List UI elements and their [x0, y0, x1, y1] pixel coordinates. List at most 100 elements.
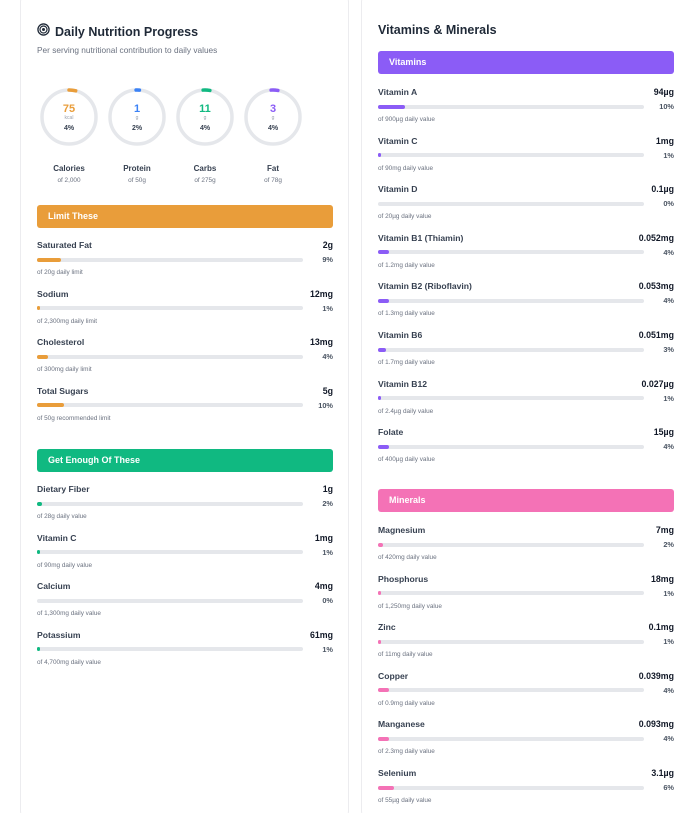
ring-target: of 50g	[128, 177, 146, 184]
nutrient-amount: 0.052mg	[638, 232, 674, 243]
panel-title-row: Daily Nutrition Progress	[37, 23, 198, 41]
nutrient-percent: 1%	[322, 303, 333, 313]
nutrient-daily-note: of 1.7mg daily value	[378, 359, 435, 366]
nutrient-row: Selenium 3.1µg 6% of 55µg daily value	[378, 768, 674, 804]
progress-fill	[37, 354, 48, 359]
progress-track	[378, 444, 644, 449]
nutrient-name: Vitamin C	[378, 135, 418, 146]
panel-title-row: Vitamins & Minerals	[378, 23, 497, 37]
target-icon	[37, 23, 50, 41]
nutrient-row: Vitamin B2 (Riboflavin) 0.053mg 4% of 1.…	[378, 281, 674, 317]
nutrient-amount: 4mg	[314, 581, 333, 592]
nutrient-row: Vitamin B1 (Thiamin) 0.052mg 4% of 1.2mg…	[378, 233, 674, 269]
nutrient-daily-note: of 900µg daily value	[378, 116, 435, 123]
ring-label: Calories	[53, 164, 85, 173]
nutrient-percent: 4%	[663, 296, 674, 306]
ring-value: 11	[199, 102, 211, 115]
nutrient-amount: 12mg	[310, 288, 333, 299]
nutrient-daily-note: of 90mg daily value	[37, 561, 93, 569]
progress-track	[378, 591, 644, 596]
progress-fill	[37, 306, 40, 311]
nutrient-row: Vitamin A 94µg 10% of 900µg daily value	[378, 87, 674, 123]
nutrient-daily-note: of 2.4µg daily value	[378, 407, 434, 415]
nutrient-amount: 0.051mg	[638, 330, 674, 340]
progress-track	[37, 354, 303, 359]
nutrient-row: Vitamin C 1mg 1% of 90mg daily value	[37, 533, 333, 569]
nutrient-amount: 61mg	[310, 629, 333, 640]
nutrient-name: Manganese	[378, 719, 425, 730]
nutrient-name: Vitamin B12	[378, 378, 428, 389]
nutrient-amount: 1mg	[314, 532, 333, 543]
nutrient-amount: 0.027µg	[641, 378, 674, 389]
ring-target: of 2,000	[57, 177, 81, 184]
nutrient-amount: 0.053mg	[638, 281, 674, 292]
progress-fill	[37, 550, 40, 555]
nutrient-name: Potassium	[37, 629, 81, 640]
nutrient-percent: 1%	[322, 547, 333, 557]
nutrient-name: Vitamin B1 (Thiamin)	[378, 232, 464, 243]
nutrient-percent: 2%	[663, 540, 674, 549]
nutrient-row: Copper 0.039mg 4% of 0.9mg daily value	[378, 671, 674, 707]
progress-ring-icon	[108, 88, 166, 146]
ring-label: Protein	[123, 164, 151, 173]
nutrient-name: Zinc	[378, 622, 396, 633]
nutrient-percent: 4%	[663, 685, 674, 695]
ring-value: 3	[269, 102, 277, 115]
ring-percent: 4%	[63, 124, 75, 132]
nutrient-percent: 1%	[663, 588, 674, 598]
ring-label: Carbs	[193, 164, 217, 173]
nutrient-daily-note: of 1,250mg daily value	[378, 602, 442, 610]
nutrient-row: Cholesterol 13mg 4% of 300mg daily limit	[37, 337, 333, 373]
nutrient-daily-note: of 20g daily limit	[37, 269, 83, 276]
nutrient-daily-note: of 2.3mg daily value	[378, 748, 435, 756]
nutrient-amount: 2g	[322, 240, 333, 250]
progress-track	[378, 298, 644, 303]
progress-fill	[378, 444, 389, 449]
nutrient-percent: 9%	[322, 255, 333, 264]
progress-track	[37, 306, 303, 311]
nutrient-daily-note: of 0.9mg daily value	[378, 699, 435, 707]
progress-fill	[378, 785, 394, 790]
ring-percent: 4%	[267, 124, 279, 132]
progress-fill	[37, 647, 40, 652]
nutrient-percent: 2%	[322, 499, 333, 508]
progress-ring-icon	[40, 88, 98, 146]
progress-ring-icon	[176, 88, 234, 146]
nutrient-amount: 5g	[322, 385, 333, 396]
progress-fill	[378, 736, 389, 741]
nutrient-row: Manganese 0.093mg 4% of 2.3mg daily valu…	[378, 719, 674, 755]
nutrient-daily-note: of 420mg daily value	[378, 554, 437, 561]
progress-fill	[378, 688, 389, 693]
ring-target: of 275g	[194, 177, 216, 184]
progress-fill	[37, 501, 43, 506]
progress-track	[378, 736, 644, 741]
progress-track	[378, 542, 644, 547]
ring-target: of 78g	[264, 177, 282, 184]
nutrient-amount: 13mg	[310, 337, 333, 348]
macro-rings: 75 kcal 4% Calories of 2,000 1 g 2%	[39, 87, 303, 184]
nutrient-name: Phosphorus	[378, 573, 429, 584]
progress-track	[378, 396, 644, 401]
ring-carbs: 11 g 4% Carbs of 275g	[175, 87, 235, 184]
page-subtitle: Per serving nutritional contribution to …	[37, 45, 218, 55]
nutrient-daily-note: of 1.3mg daily value	[378, 310, 435, 318]
panel-title: Vitamins & Minerals	[378, 23, 497, 37]
ring-label: Fat	[267, 164, 279, 173]
nutrient-percent: 4%	[663, 734, 674, 744]
ring-fat: 3 g 4% Fat of 78g	[243, 87, 303, 184]
nutrient-daily-note: of 4,700mg daily value	[37, 658, 101, 666]
progress-track	[378, 250, 644, 255]
progress-fill	[37, 403, 64, 408]
nutrient-row: Folate 15µg 4% of 400µg daily value	[378, 427, 674, 463]
get-enough-header: Get Enough Of These	[37, 449, 333, 472]
nutrient-daily-note: of 55µg daily value	[378, 797, 432, 804]
ring-unit: kcal	[64, 114, 74, 121]
progress-track	[378, 785, 644, 790]
nutrient-daily-note: of 300mg daily limit	[37, 366, 92, 374]
ring-percent: 2%	[131, 124, 143, 132]
nutrient-percent: 10%	[318, 400, 333, 410]
nutrient-row: Vitamin B6 0.051mg 3% of 1.7mg daily val…	[378, 330, 674, 366]
nutrient-name: Folate	[378, 427, 404, 438]
ring-unit: g	[203, 114, 207, 121]
nutrient-amount: 3.1µg	[651, 768, 674, 778]
